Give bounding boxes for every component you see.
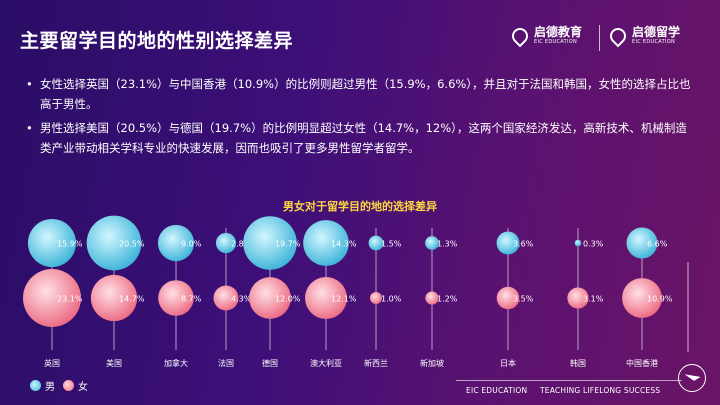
legend-male-label: 男 [45,382,55,393]
data-label-female: 12.1% [331,295,357,304]
footer-right: TEACHING LIFELONG SUCCESS [540,386,661,395]
data-label-male: 2.8% [231,240,252,249]
category-label: 韩国 [570,358,586,368]
data-label-female: 23.1% [57,295,83,304]
bubble-male [368,235,384,251]
bubble-female [496,286,520,310]
data-label-female: 14.7% [119,295,145,304]
bubble-female [158,280,194,316]
legend-female-label: 女 [78,382,88,393]
category-label: 德国 [262,358,278,368]
data-label-male: 9.0% [181,240,202,249]
data-label-female: 1.2% [437,295,458,304]
bubble-male [574,239,582,247]
data-label-male: 14.3% [331,240,357,249]
bubble-male [303,220,349,266]
bullet-item: 男性选择美国（20.5%）与德国（19.7%）的比例明显超过女性（14.7%，1… [24,118,696,158]
bubble-female [567,287,589,309]
data-label-male: 15.9% [57,240,83,249]
data-label-female: 12.0% [275,295,301,304]
bubble-male [215,232,237,254]
bubble-male [425,236,439,250]
bubble-female [23,269,81,327]
data-label-male: 6.6% [647,240,668,249]
bubble-female [213,285,239,311]
footer-left: EIC EDUCATION [466,386,528,395]
data-label-female: 4.3% [231,295,252,304]
category-label: 新加坡 [420,358,444,368]
bubble-female [425,291,439,305]
bubble-male [626,227,658,259]
data-label-male: 19.7% [275,240,301,249]
brand-logo-education: 启德教育 EIC EDUCATION [508,24,583,47]
category-label: 美国 [106,358,122,368]
data-label-female: 3.5% [513,295,534,304]
bubble-male [27,218,77,268]
data-label-male: 1.5% [381,240,402,249]
category-label: 中国香港 [626,358,658,368]
data-label-female: 8.7% [181,295,202,304]
data-label-male: 1.3% [437,240,458,249]
category-label: 日本 [500,358,516,368]
bubble-female [622,278,662,318]
category-label: 法国 [218,358,234,368]
legend-female-swatch [63,380,74,391]
bubble-male [157,224,195,262]
bubble-male [496,231,520,255]
bubble-male [243,216,297,270]
category-label: 澳大利亚 [310,358,342,368]
bubble-female [249,277,291,319]
brand-subtitle: EIC EDUCATION [632,39,676,45]
corner-logo-icon [678,364,706,392]
data-label-female: 1.0% [381,295,402,304]
brand-logo-study-abroad: 启德留学 EIC EDUCATION [606,24,681,47]
category-label: 加拿大 [164,358,188,368]
page-title: 主要留学目的地的性别选择差异 [20,30,294,52]
category-label: 英国 [44,358,60,368]
bullet-item: 女性选择英国（23.1%）与中国香港（10.9%）的比例则超过男性（15.9%，… [24,74,696,114]
bubble-female [90,274,138,322]
brand-name: 启德留学 [632,25,681,39]
data-label-female: 3.1% [583,295,604,304]
bullet-list: 女性选择英国（23.1%）与中国香港（10.9%）的比例则超过男性（15.9%，… [24,74,696,162]
data-label-male: 0.3% [583,240,604,249]
brand-divider [599,25,600,51]
data-label-female: 10.9% [647,295,673,304]
brand-name: 启德教育 [534,25,583,39]
data-label-male: 3.6% [513,240,534,249]
bubble-female [305,277,347,319]
legend-male-swatch [30,380,41,391]
chart-legend: 男 女 [30,378,96,393]
bubble-male [86,215,142,271]
data-label-male: 20.5% [119,240,145,249]
bubble-female [369,291,383,305]
footer-divider [456,380,682,381]
category-label: 新西兰 [364,358,388,368]
brand-subtitle: EIC EDUCATION [534,39,578,45]
chart-title: 男女对于留学目的地的选择差异 [283,200,437,213]
